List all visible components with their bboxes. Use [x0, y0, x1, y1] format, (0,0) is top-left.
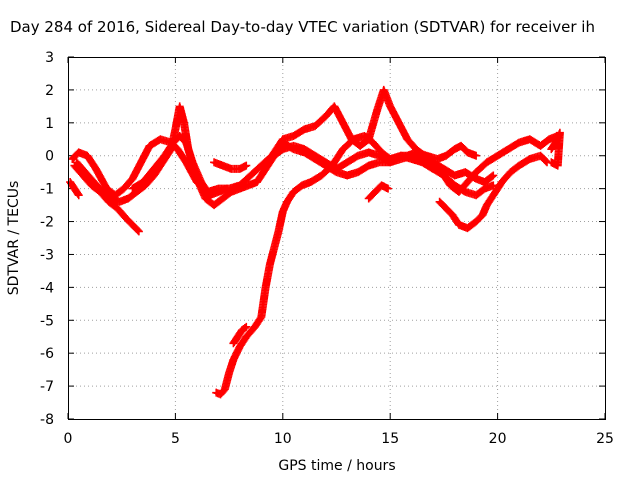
y-tick-label: -7	[40, 379, 54, 395]
data-point	[242, 322, 251, 331]
y-tick-label: 3	[45, 50, 54, 66]
data-point	[242, 161, 251, 170]
plot-frame	[68, 57, 606, 420]
y-tick-label: -4	[40, 280, 54, 296]
data-point	[74, 191, 83, 200]
data-series	[210, 158, 251, 173]
data-point	[472, 151, 481, 160]
data-point-layer	[66, 85, 564, 399]
y-tick-label: -1	[40, 182, 54, 198]
data-series	[547, 128, 564, 170]
x-tick-label: 0	[64, 431, 73, 447]
y-tick-label: -5	[40, 313, 54, 329]
data-point	[489, 171, 498, 180]
data-series	[435, 151, 552, 233]
x-axis-label: GPS time / hours	[278, 458, 395, 474]
data-point	[133, 226, 142, 235]
y-tick-label: -3	[40, 247, 54, 263]
x-tick-label: 15	[381, 431, 399, 447]
y-axis-label: SDTVAR / TECUs	[6, 181, 22, 296]
data-point	[488, 172, 497, 181]
y-tick-label: 0	[45, 149, 54, 165]
x-tick-label: 5	[171, 431, 180, 447]
chart-title: Day 284 of 2016, Sidereal Day-to-day VTE…	[10, 18, 595, 36]
data-point	[547, 158, 556, 167]
data-point	[384, 184, 393, 193]
y-tick-label: 2	[45, 83, 54, 99]
data-series	[66, 178, 83, 200]
data-series	[229, 322, 251, 348]
data-point	[429, 164, 438, 173]
data-series	[364, 181, 393, 203]
y-tick-label: -2	[40, 215, 54, 231]
data-series	[128, 131, 231, 200]
data-point	[73, 189, 82, 198]
y-tick-label: -6	[40, 346, 54, 362]
data-series	[403, 141, 481, 164]
data-point	[134, 227, 143, 236]
data-point	[541, 157, 550, 166]
y-tick-label: -8	[40, 412, 54, 428]
x-tick-label: 25	[596, 431, 614, 447]
x-tick-label: 20	[489, 431, 507, 447]
data-point	[222, 184, 231, 193]
grid-layer	[68, 57, 605, 419]
y-tick-label: 1	[45, 116, 54, 132]
x-tick-label: 10	[274, 431, 292, 447]
